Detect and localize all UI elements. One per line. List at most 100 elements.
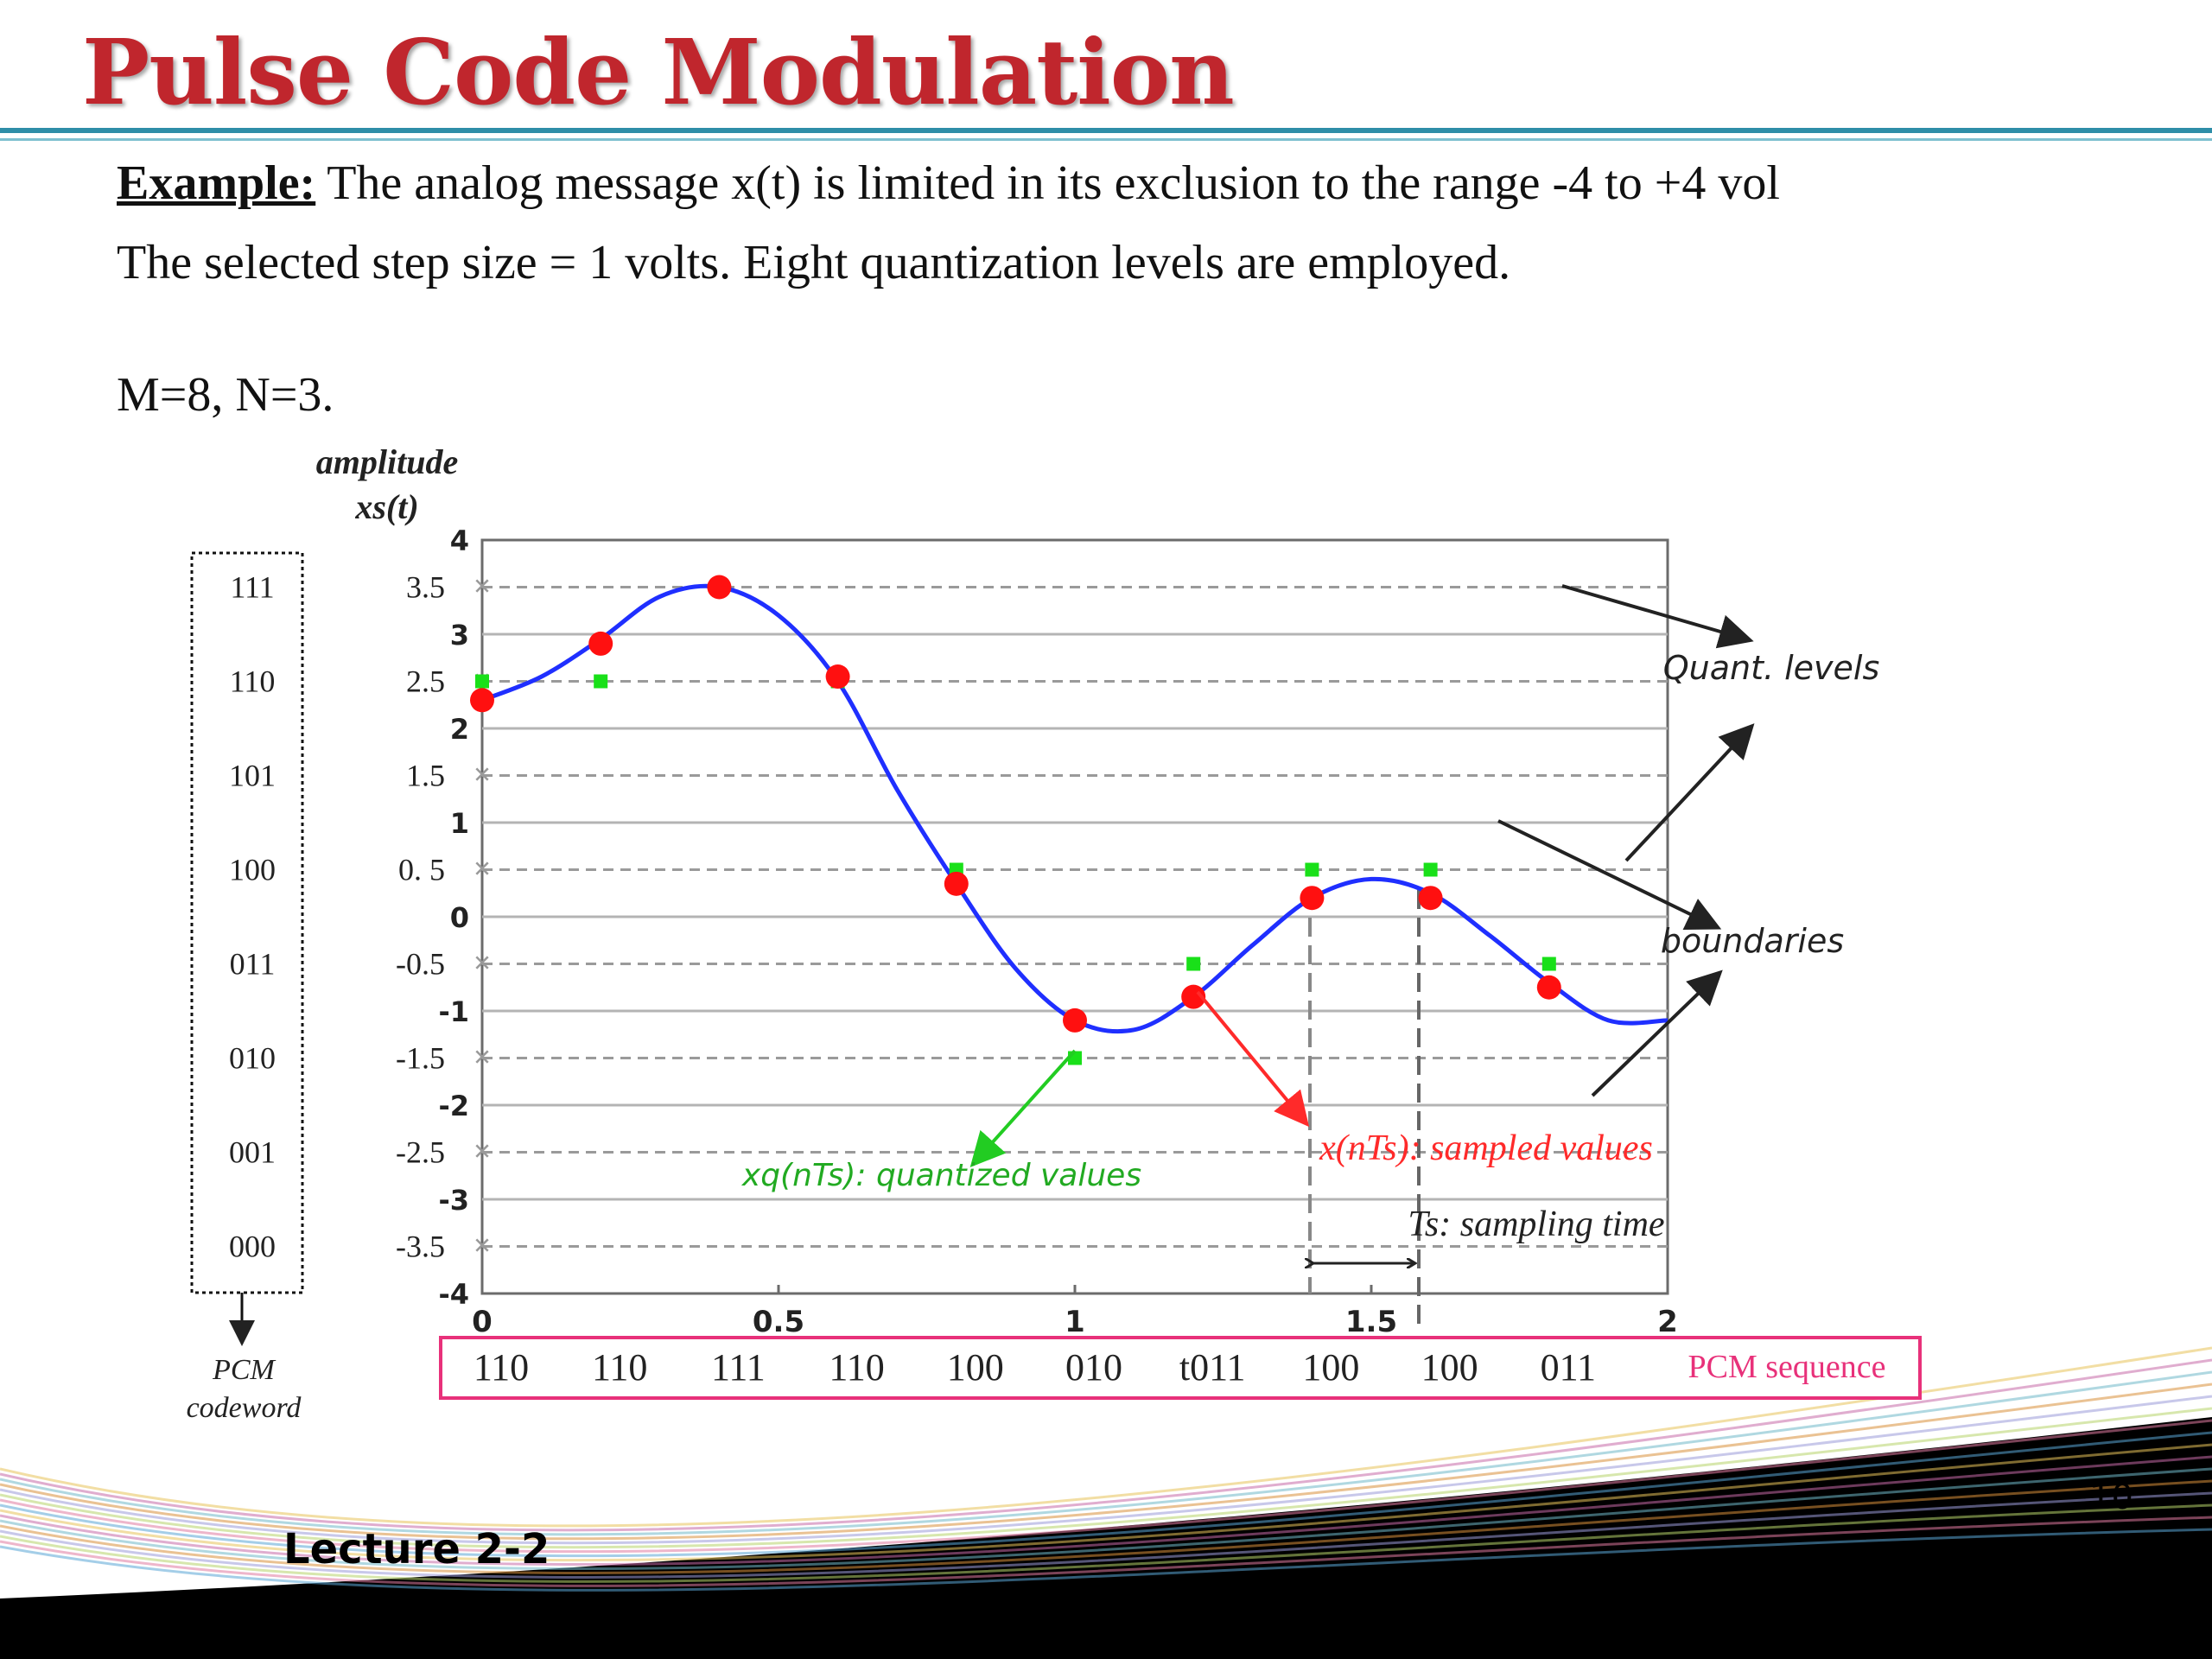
swoosh-line xyxy=(0,1467,2212,1571)
sampled-point xyxy=(1063,1007,1087,1033)
boundary-tick-label: -2 xyxy=(438,1090,469,1122)
sampled-point xyxy=(1418,886,1443,911)
level-tick-label: -3.5 xyxy=(396,1230,445,1264)
codeword: 110 xyxy=(230,664,276,699)
swoosh-line xyxy=(0,1443,2212,1562)
codeword-box xyxy=(190,551,304,1294)
codeword: 000 xyxy=(229,1230,276,1264)
cross-marker: ✕ xyxy=(473,1140,492,1166)
swoosh-line xyxy=(0,1491,2212,1579)
boundary-tick-labels: 4 3 2 1 0 -1 -2 -3 -4 xyxy=(438,524,469,1311)
level-tick-labels: 3.5 2.5 1.5 0. 5 -0.5 -1.5 -2.5 -3.5 xyxy=(396,570,445,1264)
sampled-arrow xyxy=(1196,990,1310,1128)
boundary-tick-label: -1 xyxy=(438,995,469,1028)
boundary-tick-label: 1 xyxy=(450,807,469,840)
quantized-label: xq(nTs): quantized values xyxy=(741,1158,1141,1193)
x-tick-label: 0.5 xyxy=(753,1305,804,1339)
swoosh-line xyxy=(0,1431,2212,1558)
quantized-point xyxy=(1541,957,1556,971)
example-line-2: The selected step size = 1 volts. Eight … xyxy=(117,236,1511,289)
pcm-sequence-code: 110 xyxy=(592,1346,647,1389)
y-axis-label-variable: xs(t) xyxy=(354,487,418,526)
footer-lecture-label: Lecture 2-2 xyxy=(283,1525,550,1573)
quant-levels-arrow-2 xyxy=(1624,723,1755,862)
pcm-sequence-code: 111 xyxy=(711,1346,766,1389)
sampled-point xyxy=(707,575,732,600)
pcm-codeword-label-2: codeword xyxy=(187,1392,302,1424)
level-tick-label: 3.5 xyxy=(406,570,445,605)
swoosh-line xyxy=(0,1419,2212,1554)
boundary-tick-label: 4 xyxy=(450,524,469,557)
swoosh-line xyxy=(0,1528,2212,1592)
boundaries-label: boundaries xyxy=(1661,922,1844,960)
quant-levels-arrow-1 xyxy=(1561,584,1754,649)
page-number: 10 xyxy=(2089,1478,2133,1517)
y-axis-label: amplitude xyxy=(316,442,458,481)
quantized-point xyxy=(1186,957,1201,971)
codeword: 111 xyxy=(230,570,274,605)
level-tick-label: -0.5 xyxy=(396,947,445,982)
cross-marker: ✕ xyxy=(473,857,492,883)
quantized-point xyxy=(1305,862,1319,877)
sampled-point xyxy=(470,688,494,713)
pcm-sequence-code: 110 xyxy=(474,1346,529,1389)
sampled-point xyxy=(1300,886,1325,911)
pcm-sequence-code: 010 xyxy=(1065,1346,1122,1389)
sampled-point xyxy=(1181,984,1206,1009)
quantized-point xyxy=(1423,862,1438,877)
boundary-tick-label: 3 xyxy=(450,619,469,652)
swoosh-line xyxy=(0,1395,2212,1545)
boundary-tick-label: -4 xyxy=(438,1278,469,1311)
swoosh-line xyxy=(0,1358,2212,1532)
ts-label: Ts: sampling time xyxy=(1408,1205,1664,1244)
cross-marker: ✕ xyxy=(473,763,492,789)
x-tick-label: 1.5 xyxy=(1345,1305,1397,1339)
boundary-tick-label: 2 xyxy=(450,713,469,746)
level-tick-label: -1.5 xyxy=(396,1041,445,1076)
boundary-gridlines xyxy=(482,632,1668,1201)
example-text: The analog message x(t) is limited in it… xyxy=(315,156,1780,210)
pcm-codeword-label: PCM xyxy=(212,1354,276,1386)
pcm-sequence-box xyxy=(439,1336,1922,1400)
quant-levels-label: Quant. levels xyxy=(1663,649,1880,687)
swoosh-line xyxy=(0,1516,2212,1587)
example-line-1: Example: The analog message x(t) is limi… xyxy=(117,156,1992,211)
pcm-sequence-label: PCM sequence xyxy=(1688,1349,1885,1385)
cross-marker: ✕ xyxy=(473,1046,492,1071)
decorative-swoosh xyxy=(0,1346,2212,1659)
sampled-label: x(nTs): sampled values xyxy=(1319,1128,1653,1168)
cross-marker: ✕ xyxy=(473,575,492,601)
codeword: 010 xyxy=(229,1041,276,1076)
sampled-point xyxy=(825,664,850,690)
boundaries-arrow-1 xyxy=(1497,819,1722,930)
sampled-point xyxy=(1536,975,1561,1000)
swoosh-line xyxy=(0,1479,2212,1575)
swoosh-line xyxy=(0,1503,2212,1583)
title-divider xyxy=(0,128,2212,133)
pcm-sequence-code: t011 xyxy=(1179,1346,1246,1389)
codeword-labels: 111 110 101 100 011 010 001 000 xyxy=(229,570,276,1264)
level-tick-label: 1.5 xyxy=(406,759,445,793)
codeword: 001 xyxy=(229,1135,276,1170)
level-tick-label: 0. 5 xyxy=(398,853,445,887)
pcm-sequence: 110 110 111 110 100 010 t011 100 100 011 xyxy=(474,1346,1596,1389)
sampled-points xyxy=(470,575,1561,1033)
codeword: 011 xyxy=(230,947,276,982)
x-tick-labels: 0 0.5 1 1.5 2 xyxy=(472,1285,1678,1339)
sampled-point xyxy=(944,871,969,896)
boundary-tick-label: 0 xyxy=(450,901,469,934)
pcm-sequence-code: 100 xyxy=(1421,1346,1478,1389)
quantization-level-gridlines: ✕✕✕✕✕✕✕✕ xyxy=(473,575,1668,1260)
x-tick-label: 0 xyxy=(472,1305,493,1339)
pcm-sequence-code: 100 xyxy=(1302,1346,1359,1389)
quantized-point xyxy=(594,674,608,689)
pcm-sequence-code: 100 xyxy=(947,1346,1004,1389)
example-label: Example: xyxy=(117,156,316,210)
swoosh-line xyxy=(0,1370,2212,1536)
cross-marker: ✕ xyxy=(473,951,492,977)
boundaries-arrow-2 xyxy=(1591,969,1723,1097)
quantized-arrow xyxy=(969,1049,1077,1167)
pcm-sequence-code: 011 xyxy=(1541,1346,1596,1389)
signal-curve xyxy=(481,583,1669,1034)
